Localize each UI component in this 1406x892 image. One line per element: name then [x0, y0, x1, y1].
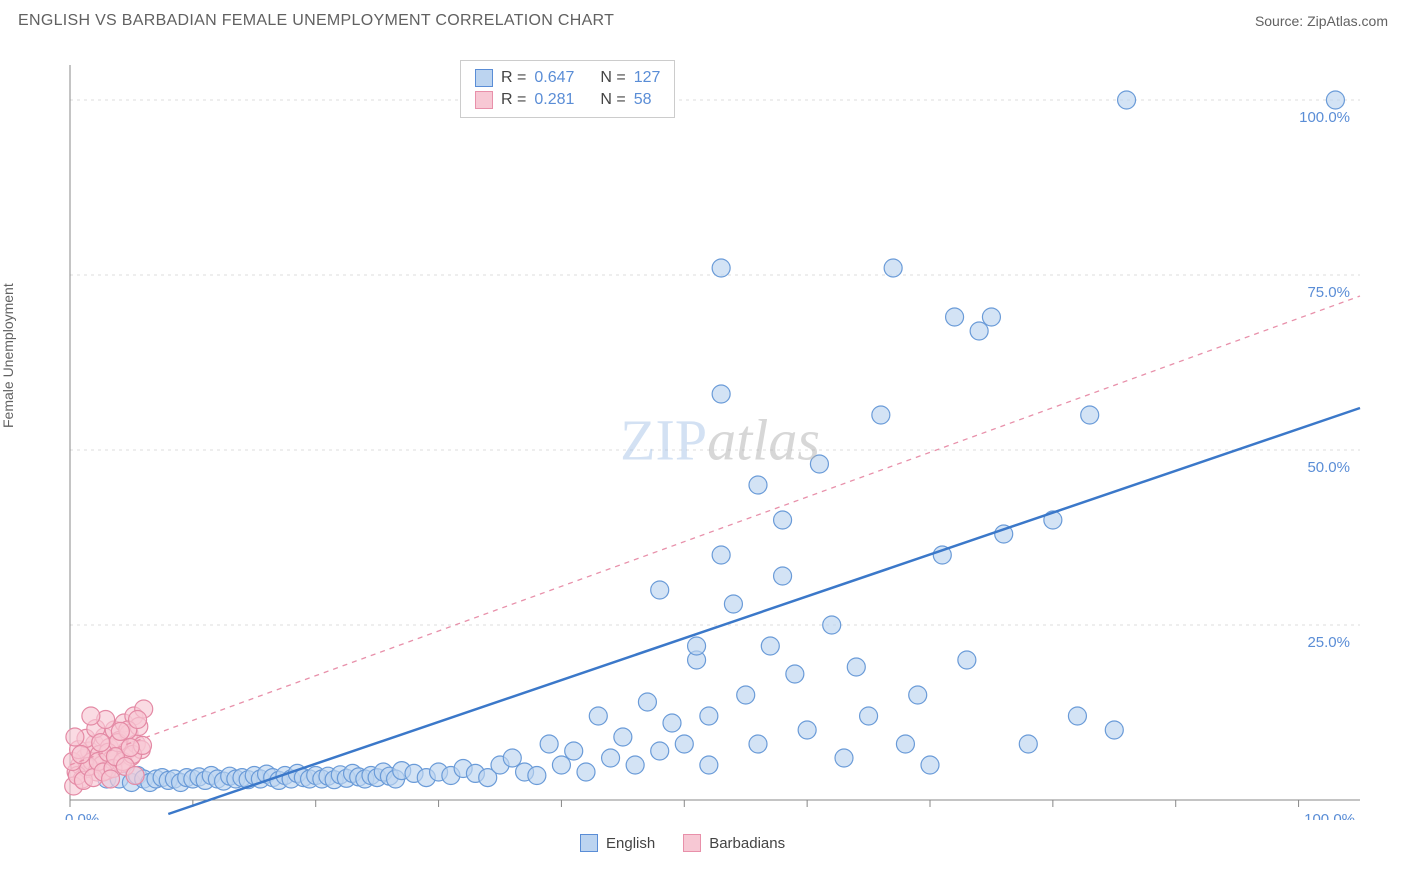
correlation-legend: R = 0.647 N = 127 R = 0.281 N = 58: [460, 60, 675, 118]
source-attribution: Source: ZipAtlas.com: [1255, 13, 1388, 29]
chart-header: ENGLISH VS BARBADIAN FEMALE UNEMPLOYMENT…: [0, 0, 1406, 38]
chart-area: 25.0%50.0%75.0%100.0%0.0%100.0% ZIPatlas: [50, 60, 1390, 820]
legend-label: Barbadians: [709, 835, 785, 852]
swatch-pink-icon: [683, 834, 701, 852]
n-value: 58: [634, 91, 652, 109]
n-value: 127: [634, 69, 661, 87]
svg-text:100.0%: 100.0%: [1299, 109, 1350, 126]
legend-row-english: R = 0.647 N = 127: [475, 67, 660, 89]
legend-row-barbadians: R = 0.281 N = 58: [475, 89, 660, 111]
svg-text:50.0%: 50.0%: [1307, 459, 1350, 476]
n-label: N =: [600, 91, 625, 109]
swatch-pink-icon: [475, 91, 493, 109]
legend-item-barbadians: Barbadians: [683, 834, 785, 852]
r-value: 0.647: [534, 69, 574, 87]
legend-label: English: [606, 835, 655, 852]
y-axis-label: Female Unemployment: [0, 283, 16, 428]
r-label: R =: [501, 91, 526, 109]
scatter-chart: 25.0% 50.0% 75.0% 100.0% 0.0% 100.0%: [50, 60, 1390, 820]
r-label: R =: [501, 69, 526, 87]
svg-text:100.0%: 100.0%: [1304, 811, 1355, 820]
svg-text:75.0%: 75.0%: [1307, 284, 1350, 301]
legend-item-english: English: [580, 834, 655, 852]
swatch-blue-icon: [580, 834, 598, 852]
n-label: N =: [600, 69, 625, 87]
r-value: 0.281: [534, 91, 574, 109]
svg-text:0.0%: 0.0%: [65, 811, 99, 820]
chart-title: ENGLISH VS BARBADIAN FEMALE UNEMPLOYMENT…: [18, 12, 614, 30]
svg-text:25.0%: 25.0%: [1307, 634, 1350, 651]
swatch-blue-icon: [475, 69, 493, 87]
series-legend: English Barbadians: [580, 834, 785, 852]
